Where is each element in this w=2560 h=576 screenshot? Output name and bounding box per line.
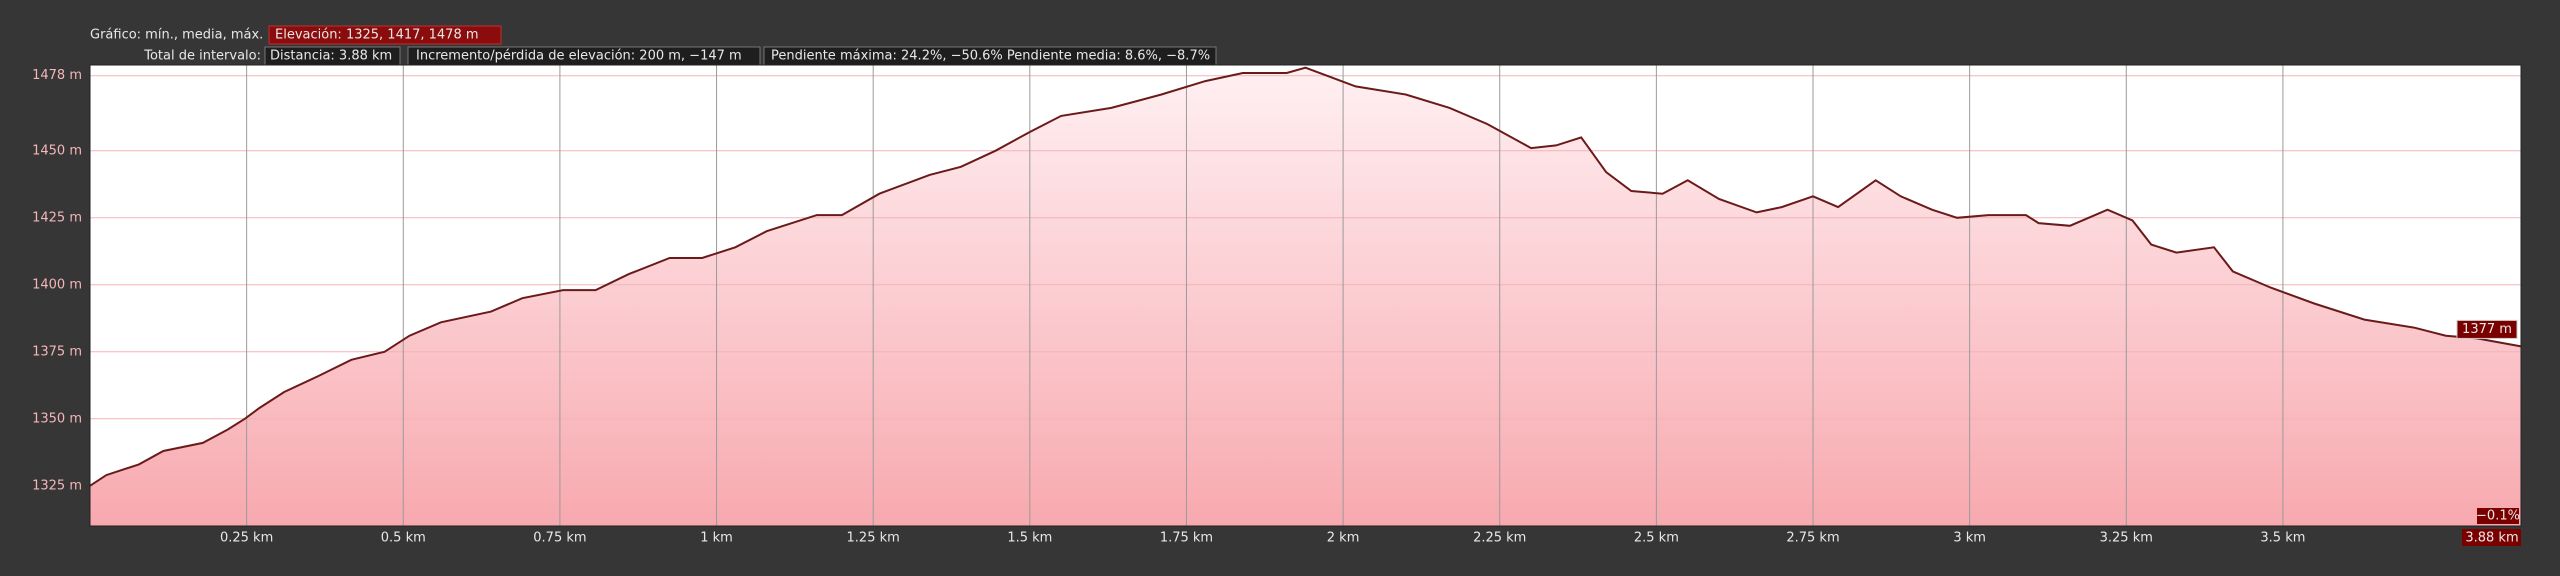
x-tick-label: 1.5 km <box>1007 531 1052 546</box>
plot-border <box>89 64 2522 527</box>
y-tick-label: 1425 m <box>32 210 82 225</box>
y-tick-label: 1375 m <box>32 344 82 359</box>
x-tick-label: 2.75 km <box>1786 531 1839 546</box>
x-tick-label: 3.5 km <box>2260 531 2305 546</box>
y-tick-label: 1478 m <box>32 68 82 83</box>
end-slope-label: −0.1% <box>2476 509 2520 524</box>
x-tick-label: 1.25 km <box>847 531 900 546</box>
distance-label: Distancia: 3.88 km <box>270 49 392 64</box>
end-value-label: 1377 m <box>2462 322 2512 337</box>
interval-label: Total de intervalo: <box>143 49 261 64</box>
x-tick-label: 2 km <box>1327 531 1360 546</box>
end-value-box <box>2456 319 2518 339</box>
x-tick-label: 3.25 km <box>2100 531 2153 546</box>
x-tick-label: 1 km <box>700 531 733 546</box>
x-tick-label: 1.75 km <box>1160 531 1213 546</box>
y-tick-label: 1325 m <box>32 478 82 493</box>
x-tick-label: 2.25 km <box>1473 531 1526 546</box>
end-x-box <box>2462 529 2521 546</box>
x-tick-label: 2.5 km <box>1634 531 1679 546</box>
summary-label: Gráfico: mín., media, máx. <box>90 28 263 43</box>
elevation-label: Elevación: 1325, 1417, 1478 m <box>275 28 479 43</box>
area-fill <box>90 67 2521 526</box>
x-tick-label: 0.25 km <box>220 531 273 546</box>
end-x-label: 3.88 km <box>2465 531 2518 546</box>
y-tick-label: 1350 m <box>32 411 82 426</box>
y-tick-label: 1450 m <box>32 143 82 158</box>
elevation-line <box>89 66 2522 487</box>
slope-label: Pendiente máxima: 24.2%, −50.6% Pendient… <box>771 49 1210 64</box>
x-tick-label: 3 km <box>1953 531 1986 546</box>
y-tick-label: 1400 m <box>32 277 82 292</box>
x-tick-label: 0.75 km <box>533 531 586 546</box>
elevation-box <box>268 25 502 45</box>
x-tick-label: 0.5 km <box>381 531 426 546</box>
end-slope-box <box>2477 508 2519 524</box>
gain-loss-label: Incremento/pérdida de elevación: 200 m, … <box>416 49 742 64</box>
